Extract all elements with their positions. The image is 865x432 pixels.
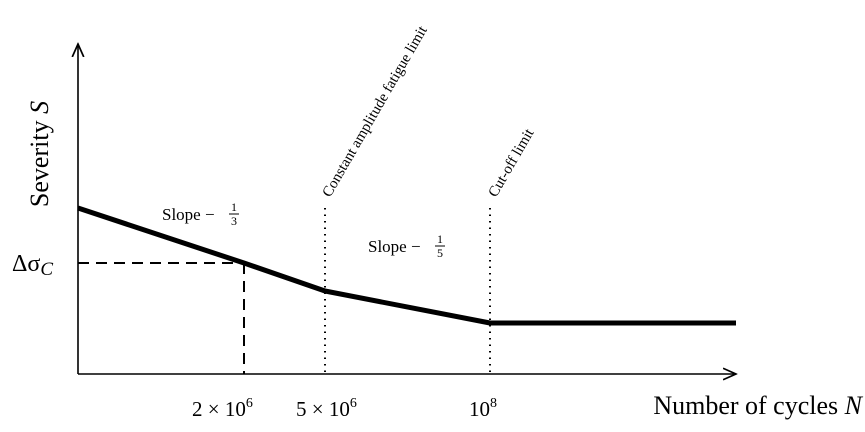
tick-label-1e8: 108 xyxy=(469,396,497,421)
svg-text:1: 1 xyxy=(437,232,443,246)
svg-text:1: 1 xyxy=(231,200,237,214)
svg-text:Slope −: Slope − xyxy=(162,205,215,224)
fatigue-limit-label: Constant amplitude fatigue limit xyxy=(320,23,432,200)
slope-one-fifth-label: Slope − 1 5 xyxy=(368,232,445,260)
cutoff-limit-label: Cut-off limit xyxy=(486,125,538,200)
y-axis-title: Severity S xyxy=(25,101,54,207)
svg-text:5: 5 xyxy=(437,246,443,260)
slope-one-third-label: Slope − 1 3 xyxy=(162,200,239,228)
svg-text:Slope −: Slope − xyxy=(368,237,421,256)
sn-curve xyxy=(77,205,736,326)
svg-text:3: 3 xyxy=(231,214,237,228)
tick-label-5e6: 5 × 106 xyxy=(296,396,357,421)
x-axis-title: Number of cycles N xyxy=(653,391,863,420)
delta-sigma-label: ΔσC xyxy=(12,251,53,280)
tick-label-2e6: 2 × 106 xyxy=(192,396,253,421)
